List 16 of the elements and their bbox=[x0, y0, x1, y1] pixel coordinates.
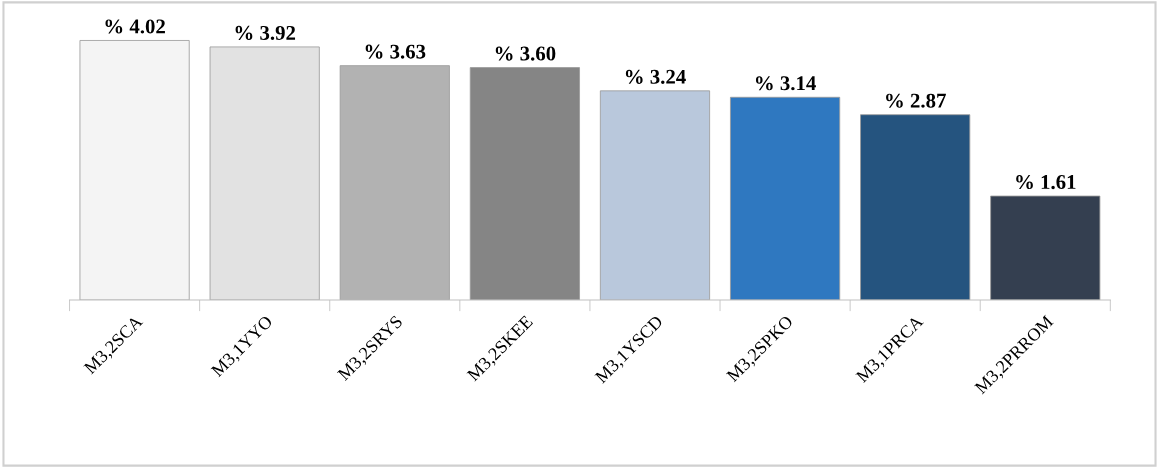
bar bbox=[79, 40, 190, 300]
bar bbox=[990, 195, 1101, 300]
bar bbox=[599, 90, 711, 300]
bar bbox=[469, 67, 580, 300]
bar bbox=[860, 114, 971, 300]
bar bbox=[339, 65, 450, 300]
data-label: % 3.14 bbox=[755, 76, 816, 91]
data-label: % 3.92 bbox=[235, 25, 296, 40]
data-label: % 3.24 bbox=[625, 69, 686, 84]
data-label: % 3.63 bbox=[365, 44, 426, 59]
data-label: % 2.87 bbox=[886, 93, 946, 108]
data-label: % 4.02 bbox=[105, 19, 165, 34]
data-label: % 1.61 bbox=[1016, 174, 1076, 190]
bar bbox=[730, 96, 841, 300]
bar bbox=[209, 46, 320, 300]
data-label: % 3.60 bbox=[495, 46, 556, 61]
